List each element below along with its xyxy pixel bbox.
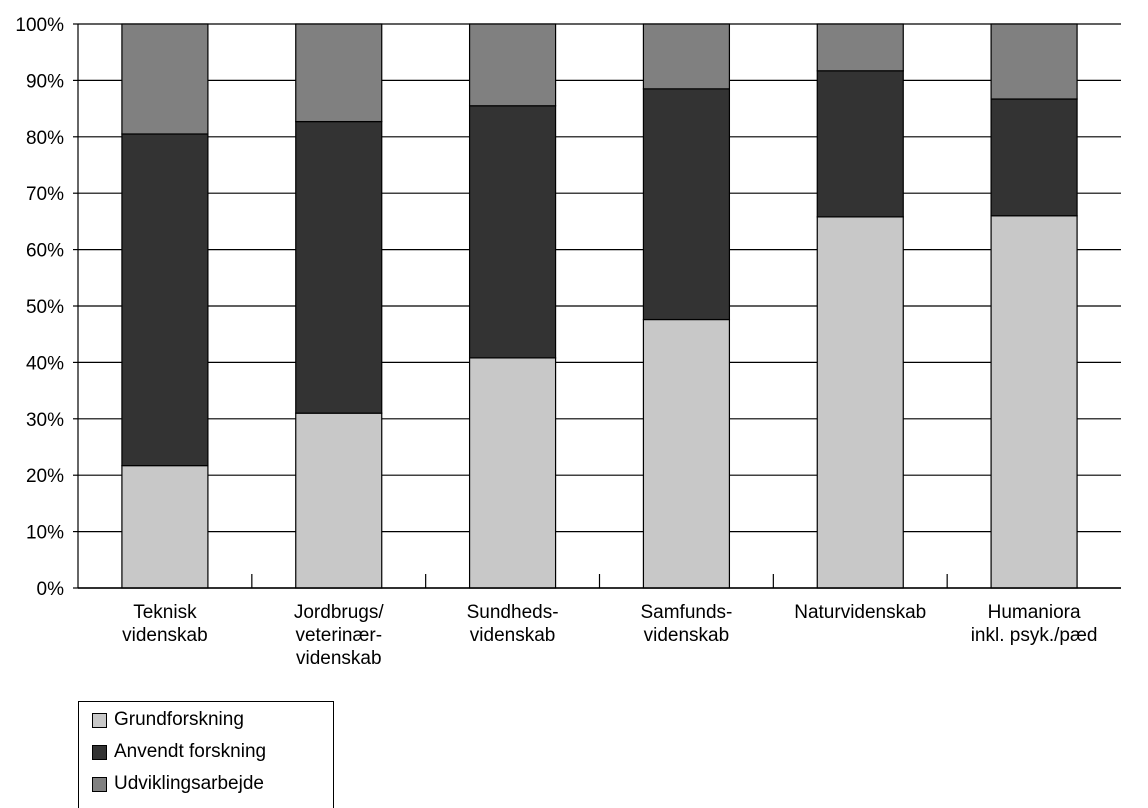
- y-tick-label: 70%: [26, 184, 64, 205]
- bar-segment: [642, 318, 731, 589]
- bar-segment: [468, 357, 557, 589]
- legend-label: Anvendt forskning: [114, 741, 267, 762]
- bar-segment: [121, 465, 209, 589]
- legend-label: Grundforskning: [114, 709, 244, 730]
- bar-segment: [990, 23, 1078, 100]
- bar-segment: [468, 23, 557, 107]
- bar-segment: [990, 215, 1078, 589]
- x-category-label: Samfunds-videnskab: [640, 602, 732, 646]
- x-category-label: Humaniora inkl. psyk./pæd: [971, 602, 1098, 646]
- bar-segment: [295, 23, 383, 123]
- bar-segment: [990, 98, 1078, 217]
- bar-segment: [816, 23, 904, 72]
- y-tick-label: 20%: [26, 466, 64, 487]
- bar-segment: [295, 412, 383, 589]
- bar-segment: [816, 216, 904, 589]
- y-tick-label: 60%: [26, 241, 64, 262]
- legend-swatch-grundforskning: [92, 712, 107, 728]
- x-category-label: Naturvidenskab: [794, 602, 926, 623]
- y-tick-label: 30%: [26, 410, 64, 431]
- legend-item-anvendt-forskning: Anvendt forskning: [92, 738, 266, 766]
- bar-segment: [121, 133, 209, 467]
- y-tick-label: 10%: [26, 523, 64, 544]
- legend-item-grundforskning: Grundforskning: [92, 706, 244, 734]
- y-tick-label: 90%: [26, 71, 64, 92]
- x-category-label: Sundheds-videnskab: [467, 602, 559, 646]
- bar-segment: [121, 23, 209, 135]
- x-category-label: Jordbrugs/veterinær-videnskab: [294, 602, 384, 669]
- y-tick-label: 40%: [26, 353, 64, 374]
- bar-segment: [295, 120, 383, 414]
- legend-label: Udviklingsarbejde: [114, 773, 264, 794]
- bar-segment: [642, 23, 731, 90]
- legend-swatch-anvendt-forskning: [92, 744, 107, 760]
- stacked-bar-chart: 0% 10% 20% 30% 40% 50% 60% 70% 80% 90% 100% Teknisk…: [15, 15, 1121, 669]
- y-tick-label: 80%: [26, 128, 64, 149]
- x-category-label: Teknisk videnskab: [122, 602, 208, 646]
- bar-segment: [816, 70, 904, 218]
- bar-segment: [642, 88, 731, 321]
- chart-legend: Grundforskning Anvendt forskning Udvikli…: [78, 701, 334, 808]
- legend-item-udviklingsarbejde: Udviklingsarbejde: [92, 770, 264, 798]
- y-tick-label: 50%: [26, 297, 64, 318]
- y-tick-label: 100%: [15, 15, 64, 36]
- legend-swatch-udviklingsarbejde: [92, 776, 107, 792]
- bar-segment: [468, 105, 557, 359]
- y-tick-label: 0%: [37, 579, 65, 600]
